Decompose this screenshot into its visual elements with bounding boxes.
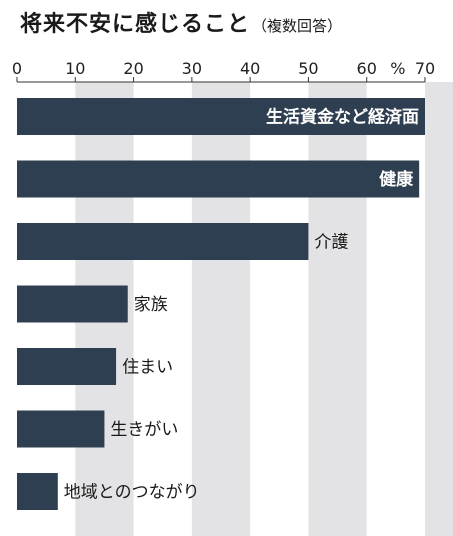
category-label: 住まい [122, 358, 173, 378]
x-tick-label: 0 [12, 59, 22, 78]
bar [17, 160, 420, 198]
x-tick-label: 50 [298, 59, 318, 78]
category-label: 介護 [314, 233, 348, 253]
bar [17, 410, 105, 448]
bar [17, 98, 425, 135]
grid-band [191, 82, 251, 536]
category-label: 健康 [379, 169, 414, 190]
chart-title: 将来不安に感じること [20, 12, 251, 37]
grid-band [308, 82, 367, 536]
bar [17, 223, 309, 260]
x-tick-label: 10 [65, 59, 85, 78]
chart-subtitle: （複数回答） [252, 17, 343, 35]
bar [17, 348, 117, 385]
category-label: 地域とのつながり [64, 483, 200, 503]
category-label: 生活資金など経済面 [266, 107, 419, 128]
bar [17, 285, 128, 323]
x-tick-label: 40 [240, 59, 260, 78]
x-tick-label: 60 [357, 59, 377, 78]
x-tick-label: 70 [415, 59, 435, 78]
category-label: 生きがい [110, 420, 178, 440]
bar [17, 473, 58, 510]
grid-band [425, 82, 453, 536]
x-tick-label: 30 [182, 59, 202, 78]
x-tick-label: 20 [123, 59, 143, 78]
category-label: 家族 [134, 295, 168, 315]
x-axis-unit: % [390, 59, 405, 78]
chart-title-block: 将来不安に感じること （複数回答） [20, 6, 342, 38]
